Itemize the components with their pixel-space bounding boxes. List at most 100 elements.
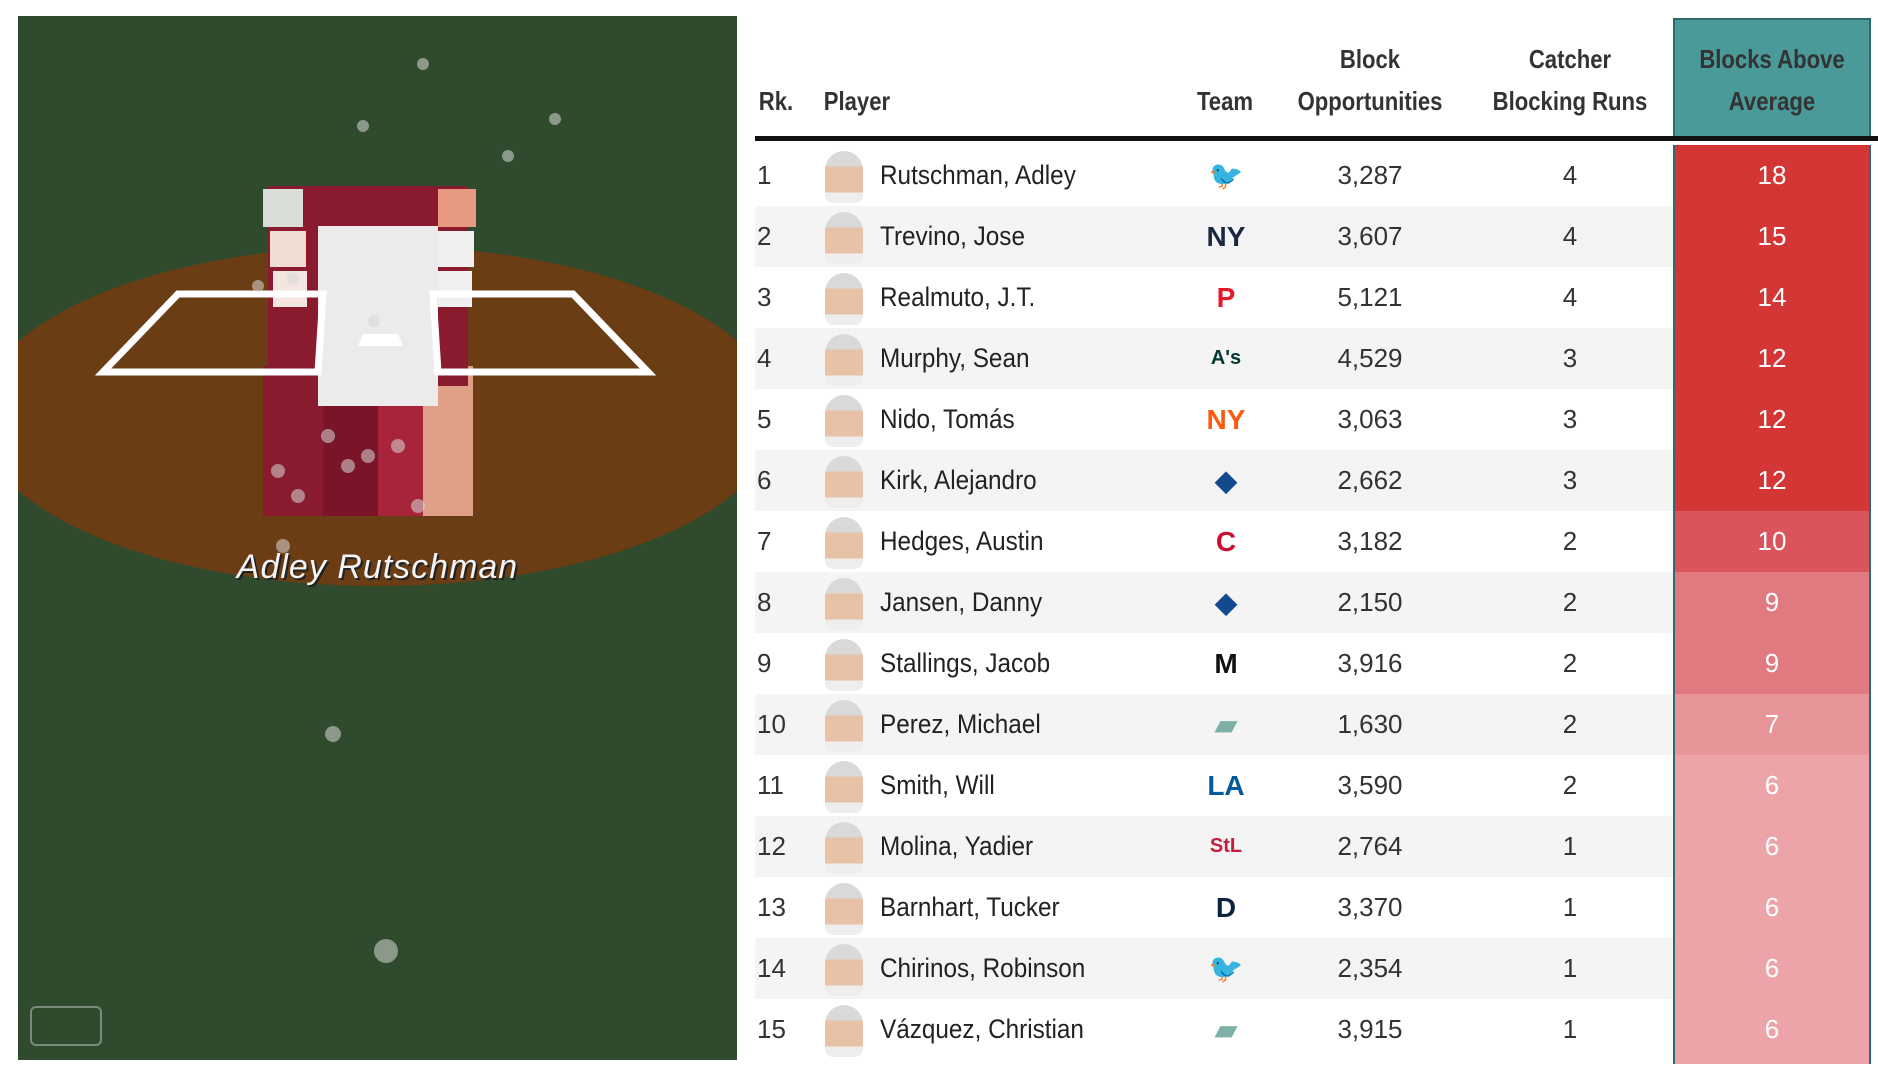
- rank-cell: 6: [757, 465, 772, 495]
- orioles-logo: 🐦: [1208, 953, 1244, 984]
- player-name[interactable]: Murphy, Sean: [880, 343, 1030, 373]
- blocking-runs-cell: 4: [1562, 282, 1578, 312]
- rank-cell: 12: [757, 831, 786, 861]
- baa-cell: 6: [1673, 938, 1871, 999]
- blocking-runs-cell: 4: [1562, 160, 1578, 190]
- tigers-logo: D: [1215, 892, 1237, 923]
- baa-cell: 12: [1673, 450, 1871, 511]
- table-row[interactable]: 1 Rutschman, Adley 🐦 3,287 4 18: [755, 145, 1878, 206]
- table-row[interactable]: 8 Jansen, Danny ◆ 2,150 2 9: [755, 572, 1878, 633]
- rank-cell: 10: [757, 709, 786, 739]
- table-row[interactable]: 9 Stallings, Jacob M 3,916 2 9: [755, 633, 1878, 694]
- table-row[interactable]: 15 Vázquez, Christian ▰ 3,915 1 6: [755, 999, 1878, 1064]
- baa-cell: 9: [1673, 633, 1871, 694]
- pitch-visualization: Adley Rutschman: [18, 16, 737, 1060]
- opportunities-cell: 3,182: [1337, 526, 1403, 556]
- table-row[interactable]: 5 Nido, Tomás NY 3,063 3 12: [755, 389, 1878, 450]
- player-name[interactable]: Kirk, Alejandro: [880, 465, 1037, 495]
- player-name[interactable]: Jansen, Danny: [880, 587, 1043, 617]
- rank-cell: 7: [757, 526, 772, 556]
- mlb-logo: ▰: [1215, 709, 1237, 740]
- opportunities-cell: 3,590: [1337, 770, 1403, 800]
- blocking-runs-cell: 2: [1562, 770, 1578, 800]
- player-name[interactable]: Stallings, Jacob: [880, 648, 1051, 678]
- rank-cell: 4: [757, 343, 772, 373]
- header-blocking-runs-line2: Blocking Runs: [1492, 86, 1648, 116]
- rank-cell: 13: [757, 892, 786, 922]
- rank-cell: 9: [757, 648, 772, 678]
- player-headshot: [825, 578, 863, 630]
- header-opportunities[interactable]: Block Opportunities: [1289, 38, 1451, 122]
- row-background: [755, 938, 1673, 999]
- table-row[interactable]: 4 Murphy, Sean A's 4,529 3 12: [755, 328, 1878, 389]
- baa-cell: 9: [1673, 572, 1871, 633]
- player-headshot: [825, 944, 863, 996]
- player-headshot: [825, 1005, 863, 1057]
- table-row[interactable]: 14 Chirinos, Robinson 🐦 2,354 1 6: [755, 938, 1878, 999]
- blocking-runs-cell: 1: [1562, 1014, 1578, 1044]
- opportunities-cell: 2,354: [1337, 953, 1403, 983]
- baa-cell: 10: [1673, 511, 1871, 572]
- header-player[interactable]: Player: [823, 86, 891, 116]
- blue-jays-logo: ◆: [1215, 587, 1237, 618]
- blocking-runs-cell: 3: [1562, 404, 1578, 434]
- table-row[interactable]: 13 Barnhart, Tucker D 3,370 1 6: [755, 877, 1878, 938]
- row-background: [755, 816, 1673, 877]
- orioles-logo: 🐦: [1208, 160, 1244, 191]
- player-name[interactable]: Trevino, Jose: [880, 221, 1025, 251]
- table-row[interactable]: 2 Trevino, Jose NY 3,607 4 15: [755, 206, 1878, 267]
- header-blocking-runs-line1: Catcher: [1528, 44, 1612, 74]
- header-divider: [755, 136, 1878, 141]
- mlb-logo: [30, 1006, 102, 1046]
- player-name[interactable]: Barnhart, Tucker: [880, 892, 1060, 922]
- blocking-runs-cell: 2: [1562, 526, 1578, 556]
- player-headshot: [825, 212, 863, 264]
- player-headshot: [825, 761, 863, 813]
- mets-logo: NY: [1206, 404, 1246, 435]
- player-name[interactable]: Hedges, Austin: [880, 526, 1044, 556]
- opportunities-cell: 2,150: [1337, 587, 1403, 617]
- table-row[interactable]: 6 Kirk, Alejandro ◆ 2,662 3 12: [755, 450, 1878, 511]
- athletics-logo: A's: [1210, 347, 1242, 369]
- blocking-runs-cell: 2: [1562, 587, 1578, 617]
- blocking-runs-cell: 1: [1562, 892, 1578, 922]
- header-baa[interactable]: Blocks Above Average: [1688, 38, 1856, 122]
- baa-cell: 6: [1673, 816, 1871, 877]
- table-row[interactable]: 10 Perez, Michael ▰ 1,630 2 7: [755, 694, 1878, 755]
- blocking-runs-cell: 1: [1562, 831, 1578, 861]
- row-background: [755, 694, 1673, 755]
- player-headshot: [825, 395, 863, 447]
- opportunities-cell: 3,915: [1337, 1014, 1403, 1044]
- mlb-logo: ▰: [1215, 1014, 1237, 1045]
- table-row[interactable]: 12 Molina, Yadier StL 2,764 1 6: [755, 816, 1878, 877]
- player-headshot: [825, 883, 863, 935]
- player-name[interactable]: Vázquez, Christian: [880, 1014, 1084, 1044]
- guardians-logo: C: [1215, 526, 1237, 557]
- header-blocking-runs[interactable]: Catcher Blocking Runs: [1481, 38, 1660, 122]
- opportunities-cell: 5,121: [1337, 282, 1403, 312]
- blocking-runs-cell: 1: [1562, 953, 1578, 983]
- marlins-logo: M: [1214, 648, 1238, 679]
- baa-cell: 18: [1673, 145, 1871, 206]
- header-rank[interactable]: Rk.: [758, 86, 794, 116]
- player-headshot: [825, 517, 863, 569]
- rank-cell: 5: [757, 404, 772, 434]
- player-name[interactable]: Molina, Yadier: [880, 831, 1034, 861]
- opportunities-cell: 4,529: [1337, 343, 1403, 373]
- opportunities-cell: 3,607: [1337, 221, 1403, 251]
- blocking-runs-cell: 2: [1562, 709, 1578, 739]
- header-baa-line1: Blocks Above: [1699, 44, 1845, 74]
- player-name[interactable]: Perez, Michael: [880, 709, 1041, 739]
- player-name[interactable]: Nido, Tomás: [880, 404, 1015, 434]
- opportunities-cell: 1,630: [1337, 709, 1403, 739]
- player-name[interactable]: Rutschman, Adley: [880, 160, 1076, 190]
- player-name[interactable]: Smith, Will: [880, 770, 995, 800]
- player-name[interactable]: Chirinos, Robinson: [880, 953, 1086, 983]
- player-headshot: [825, 151, 863, 203]
- table-row[interactable]: 3 Realmuto, J.T. P 5,121 4 14: [755, 267, 1878, 328]
- header-team[interactable]: Team: [1196, 86, 1254, 116]
- player-name[interactable]: Realmuto, J.T.: [880, 282, 1036, 312]
- blue-jays-logo: ◆: [1215, 465, 1237, 496]
- table-row[interactable]: 11 Smith, Will LA 3,590 2 6: [755, 755, 1878, 816]
- table-row[interactable]: 7 Hedges, Austin C 3,182 2 10: [755, 511, 1878, 572]
